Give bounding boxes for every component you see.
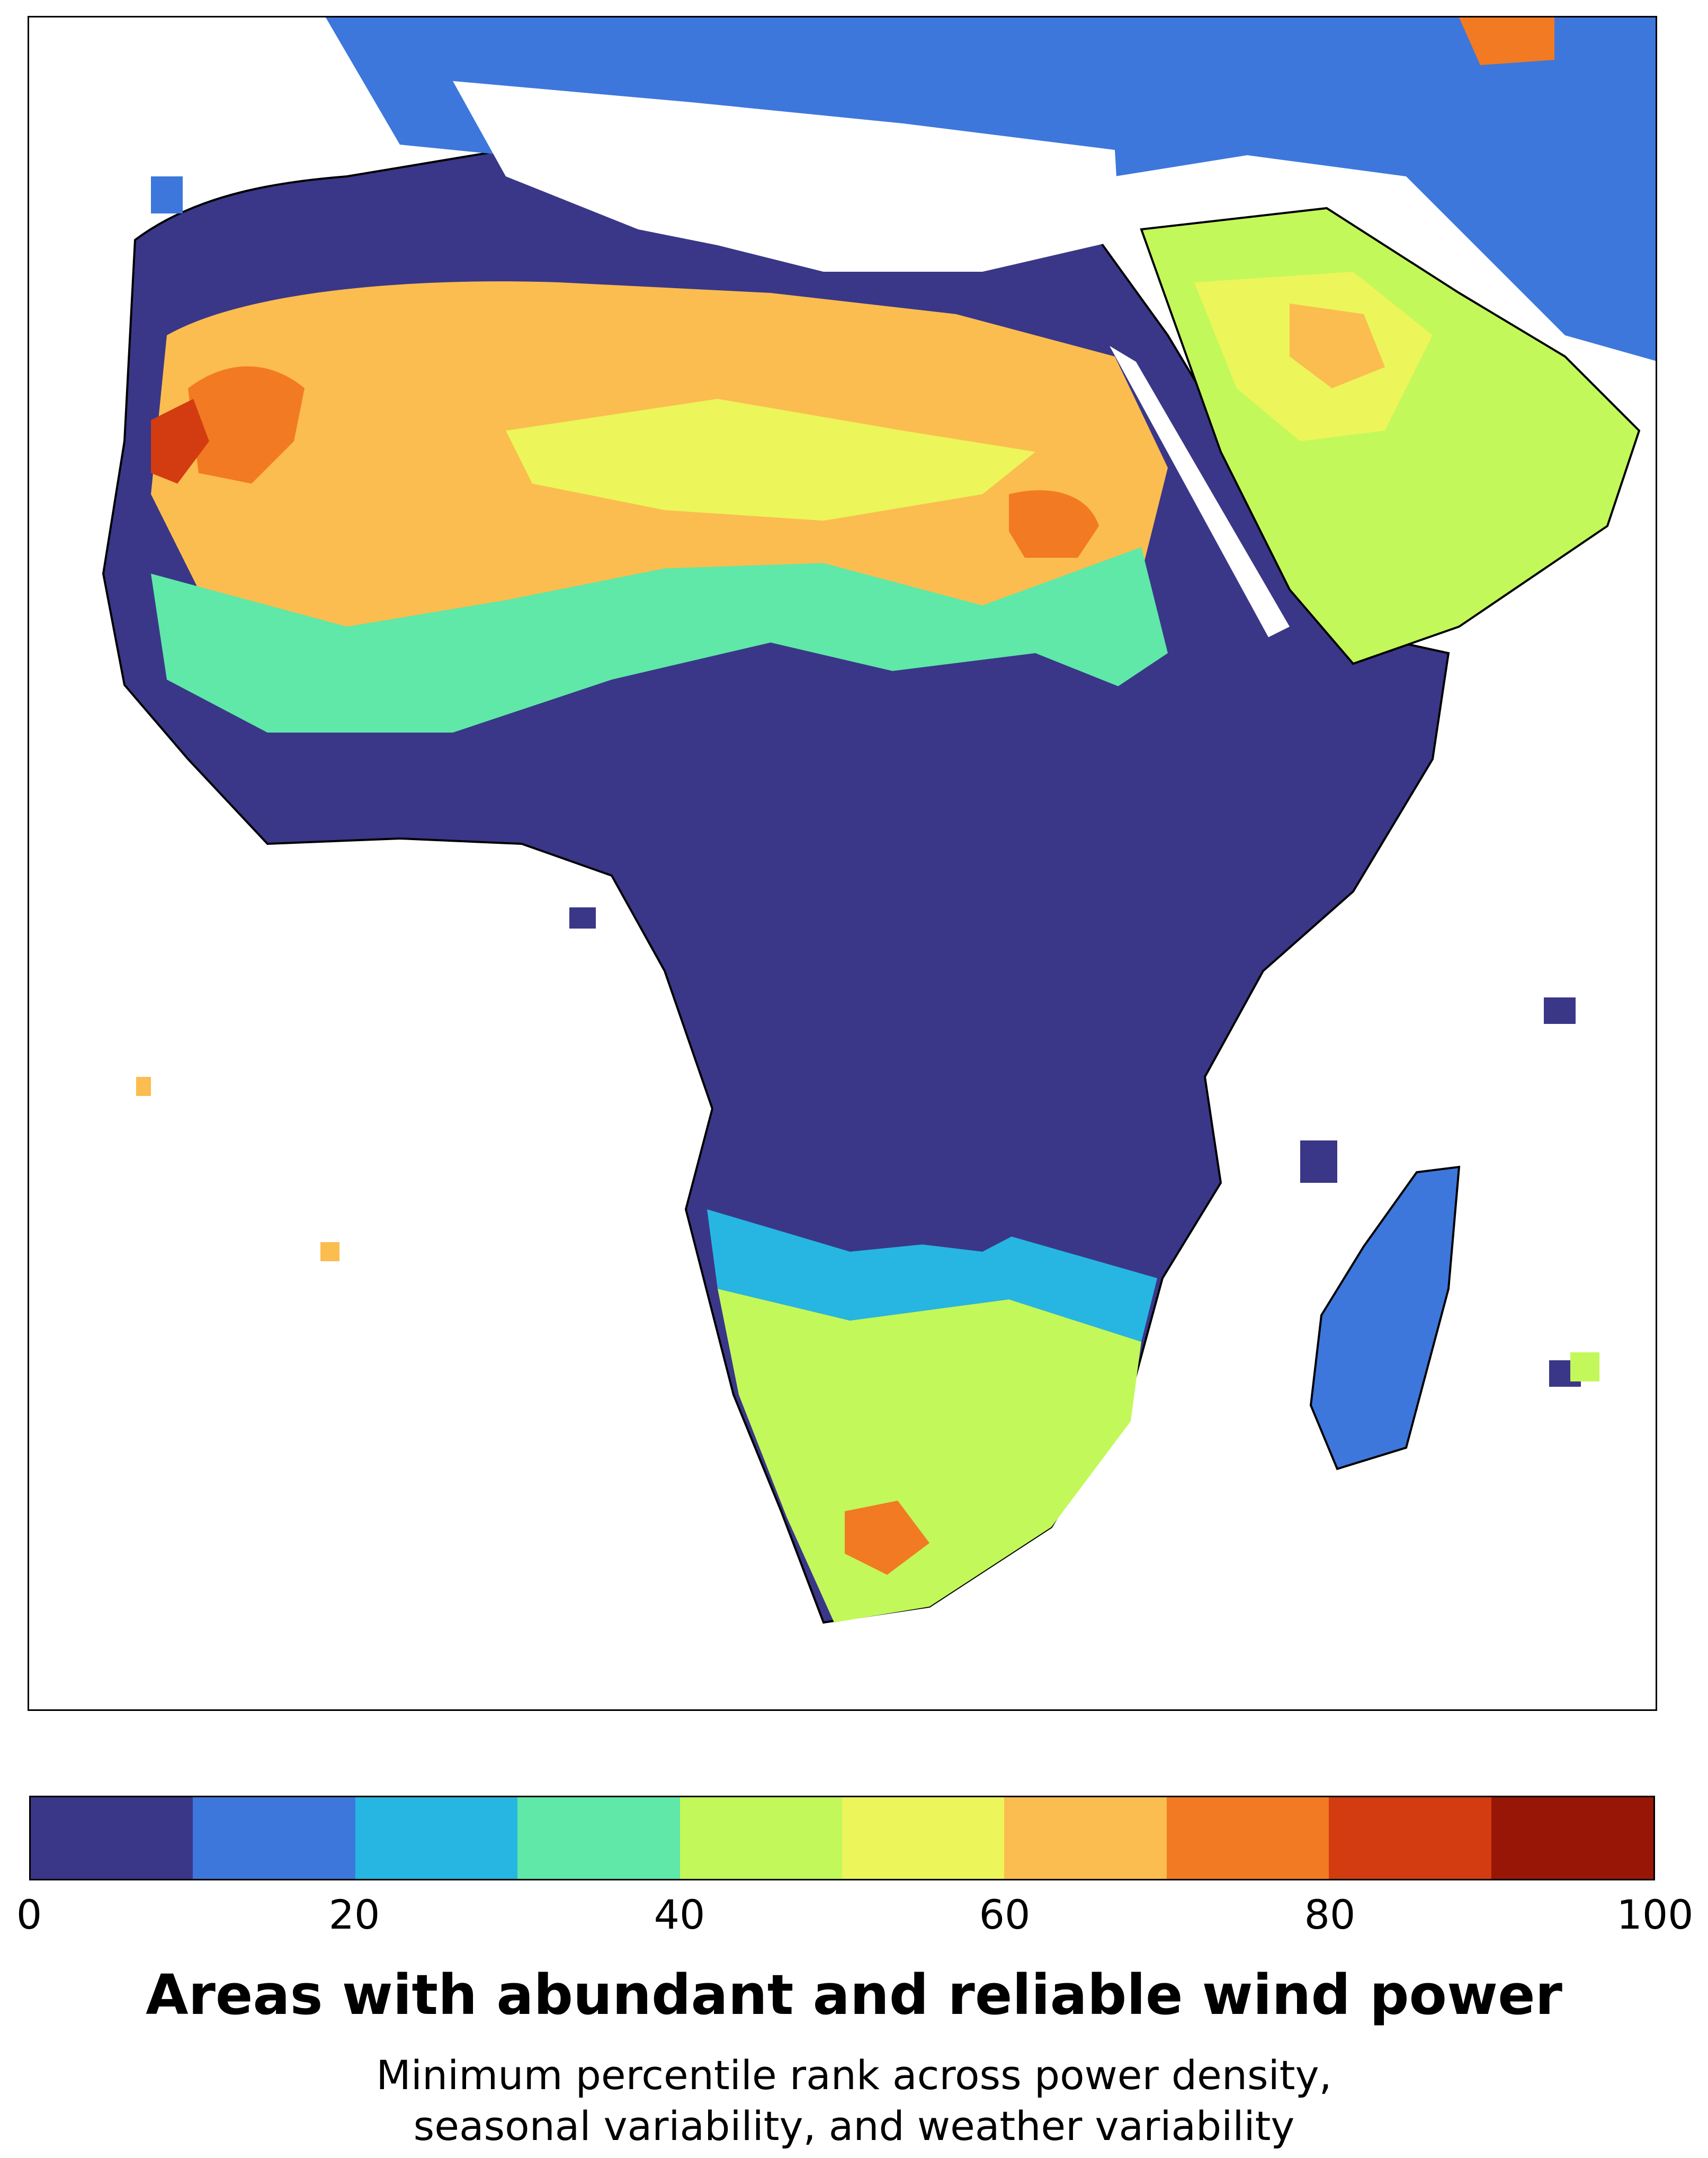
colorbar-tick-label: 40 (654, 1891, 705, 1938)
colorbar-tick-label: 80 (1304, 1891, 1356, 1938)
island-seychelles (1544, 997, 1576, 1024)
colorbar-segment (1004, 1797, 1167, 1879)
central-africa-zone (665, 653, 1194, 1252)
colorbar-segment (31, 1797, 193, 1879)
yellow-band (506, 399, 1035, 521)
map-subtitle: Minimum percentile rank across power den… (0, 2050, 1708, 2152)
island-cape-verde (151, 176, 183, 213)
colorbar-tick-label: 20 (328, 1891, 380, 1938)
southern-africa-zone (718, 1289, 1141, 1622)
colorbar-segment (842, 1797, 1005, 1879)
red-sea (1110, 346, 1290, 637)
map-frame (28, 16, 1657, 1711)
arabia-orange (1290, 304, 1385, 388)
subtitle-line-1: Minimum percentile rank across power den… (376, 2052, 1332, 2099)
island-saint-helena (136, 1077, 151, 1096)
colorbar-tick-label: 100 (1616, 1891, 1694, 1938)
red-core-west (151, 399, 209, 484)
colorbar-ticks: 0 20 40 60 80 100 (16, 1886, 1694, 1944)
colorbar (29, 1796, 1655, 1880)
island-reunion (1570, 1352, 1599, 1381)
colorbar-segment (1166, 1797, 1329, 1879)
island-bioko (569, 907, 596, 929)
colorbar-tick-label: 0 (16, 1891, 42, 1938)
island-small (320, 1242, 339, 1261)
colorbar-segment (355, 1797, 518, 1879)
wind-power-map (102, 17, 1656, 1624)
southern-cyan-band (707, 1209, 1157, 1342)
map-title: Areas with abundant and reliable wind po… (146, 1963, 1562, 2027)
orange-core-west (188, 366, 305, 484)
colorbar-segment (679, 1797, 843, 1879)
turkey-orange (1459, 17, 1554, 65)
colorbar-segment (1329, 1797, 1491, 1879)
south-africa-orange (845, 1501, 929, 1575)
mediterranean-sea (453, 81, 1120, 272)
colorbar-tick-label: 60 (979, 1891, 1031, 1938)
subtitle-line-2: seasonal variability, and weather variab… (413, 2102, 1295, 2150)
orange-core-east (1009, 490, 1099, 558)
colorbar-segment (193, 1797, 355, 1879)
sahel-band (151, 547, 1168, 733)
colorbar-segment (517, 1797, 680, 1879)
colorbar-segment (1491, 1797, 1654, 1879)
island-comoros (1300, 1140, 1337, 1183)
madagascar (1309, 1165, 1461, 1470)
